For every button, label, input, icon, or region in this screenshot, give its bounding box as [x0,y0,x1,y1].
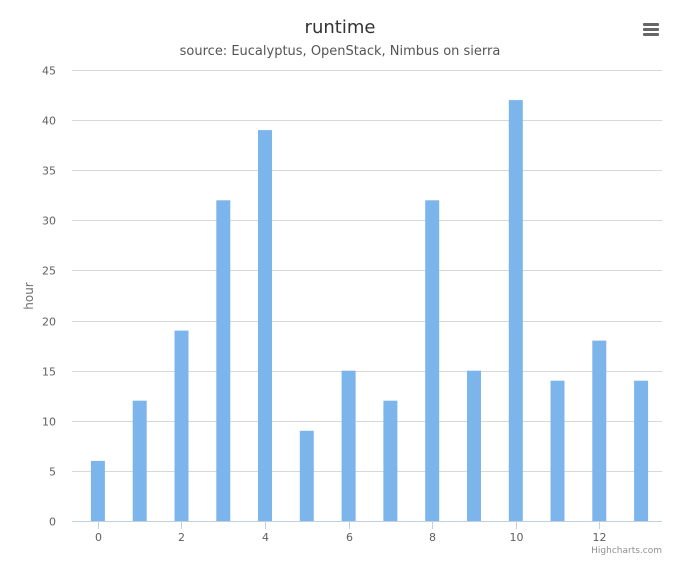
bar [91,461,105,521]
bar [342,371,356,521]
x-tick-label: 6 [346,531,353,544]
bars [91,100,648,521]
y-tick-label: 10 [42,416,56,429]
hamburger-menu-icon [643,23,659,36]
y-tick-label: 45 [42,65,56,78]
y-tick-label: 35 [42,165,56,178]
x-tick-label: 12 [593,531,607,544]
y-axis-ticks: 0 5 10 15 20 25 30 35 40 45 [42,65,56,529]
y-tick-label: 5 [49,466,56,479]
y-tick-label: 20 [42,316,56,329]
y-tick-label: 25 [42,265,56,278]
bar [383,401,397,521]
bar [467,371,481,521]
bar [216,200,230,521]
x-axis: 0 2 4 6 8 10 12 [72,521,662,544]
chart-subtitle: source: Eucalyptus, OpenStack, Nimbus on… [180,44,501,59]
bar [258,130,272,521]
y-tick-label: 0 [49,516,56,529]
bar [175,331,189,521]
bar [551,381,565,521]
grid-lines [72,71,662,472]
bar [634,381,648,521]
credits-link[interactable]: Highcharts.com [591,546,662,556]
chart-title: runtime [305,17,376,38]
y-axis-label: hour [22,282,36,310]
x-tick-label: 2 [178,531,185,544]
x-tick-label: 4 [262,531,269,544]
bar [509,100,523,521]
bar [133,401,147,521]
y-tick-label: 30 [42,215,56,228]
y-tick-label: 15 [42,366,56,379]
y-tick-label: 40 [42,115,56,128]
bar [425,200,439,521]
x-tick-label: 8 [429,531,436,544]
x-tick-label: 0 [95,531,102,544]
export-menu-button[interactable] [636,16,666,42]
x-tick-label: 10 [510,531,524,544]
bar [300,431,314,521]
bar [592,341,606,521]
